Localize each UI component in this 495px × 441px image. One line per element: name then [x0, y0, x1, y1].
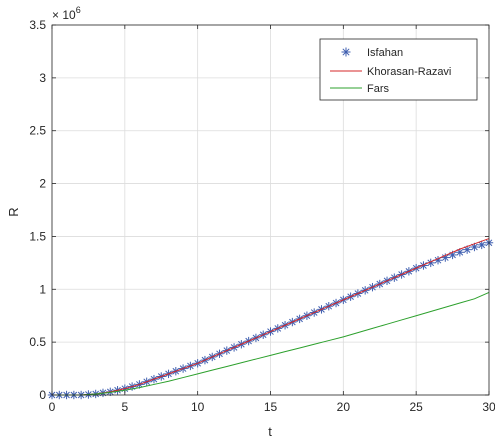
legend-asterisk-icon [341, 47, 351, 57]
legend-label-isfahan: Isfahan [367, 47, 403, 59]
x-axis-label: t [268, 424, 272, 439]
y-tick-label: 3.5 [29, 18, 46, 32]
x-tick-label: 5 [121, 400, 128, 414]
x-tick-label: 15 [264, 400, 278, 414]
y-tick-label: 0.5 [29, 335, 46, 349]
x-tick-labels: 0 5 10 15 20 25 30 [49, 400, 495, 414]
series-layer [47, 238, 494, 400]
exponent-base: × 10 [52, 8, 76, 22]
y-tick-labels: 0 0.5 1 1.5 2 2.5 3 3.5 [29, 18, 46, 402]
data-point-isfahan [441, 253, 450, 262]
legend-entry-isfahan: Isfahan [341, 47, 403, 59]
legend-label-fars: Fars [367, 83, 390, 95]
x-tick-label: 10 [191, 400, 205, 414]
series-khorasan-razavi [52, 238, 490, 396]
legend: Isfahan Khorasan-Razavi Fars [319, 38, 478, 101]
legend-marker-isfahan [341, 47, 351, 57]
x-tick-label: 20 [337, 400, 351, 414]
data-point-isfahan [477, 240, 486, 250]
y-tick-label: 2.5 [29, 124, 46, 138]
legend-label-khorasan-razavi: Khorasan-Razavi [367, 66, 451, 78]
x-tick-label: 0 [49, 400, 56, 414]
exponent-power: 6 [76, 5, 81, 15]
y-exponent-label: × 106 [52, 5, 81, 22]
y-tick-label: 1 [39, 282, 46, 296]
legend-entry-fars: Fars [330, 83, 390, 95]
ticks [51, 24, 490, 396]
y-tick-label: 3 [39, 71, 46, 85]
x-tick-label: 25 [409, 400, 423, 414]
x-tick-label: 30 [482, 400, 495, 414]
series-fars [52, 292, 490, 396]
y-tick-label: 0 [39, 388, 46, 402]
series-line-khorasan-razavi [52, 238, 490, 396]
y-tick-label: 2 [39, 177, 46, 191]
y-axis-label: R [6, 207, 21, 216]
y-tick-label: 1.5 [29, 229, 46, 243]
series-line-fars [52, 292, 490, 396]
legend-entry-khorasan-razavi: Khorasan-Razavi [330, 66, 451, 78]
